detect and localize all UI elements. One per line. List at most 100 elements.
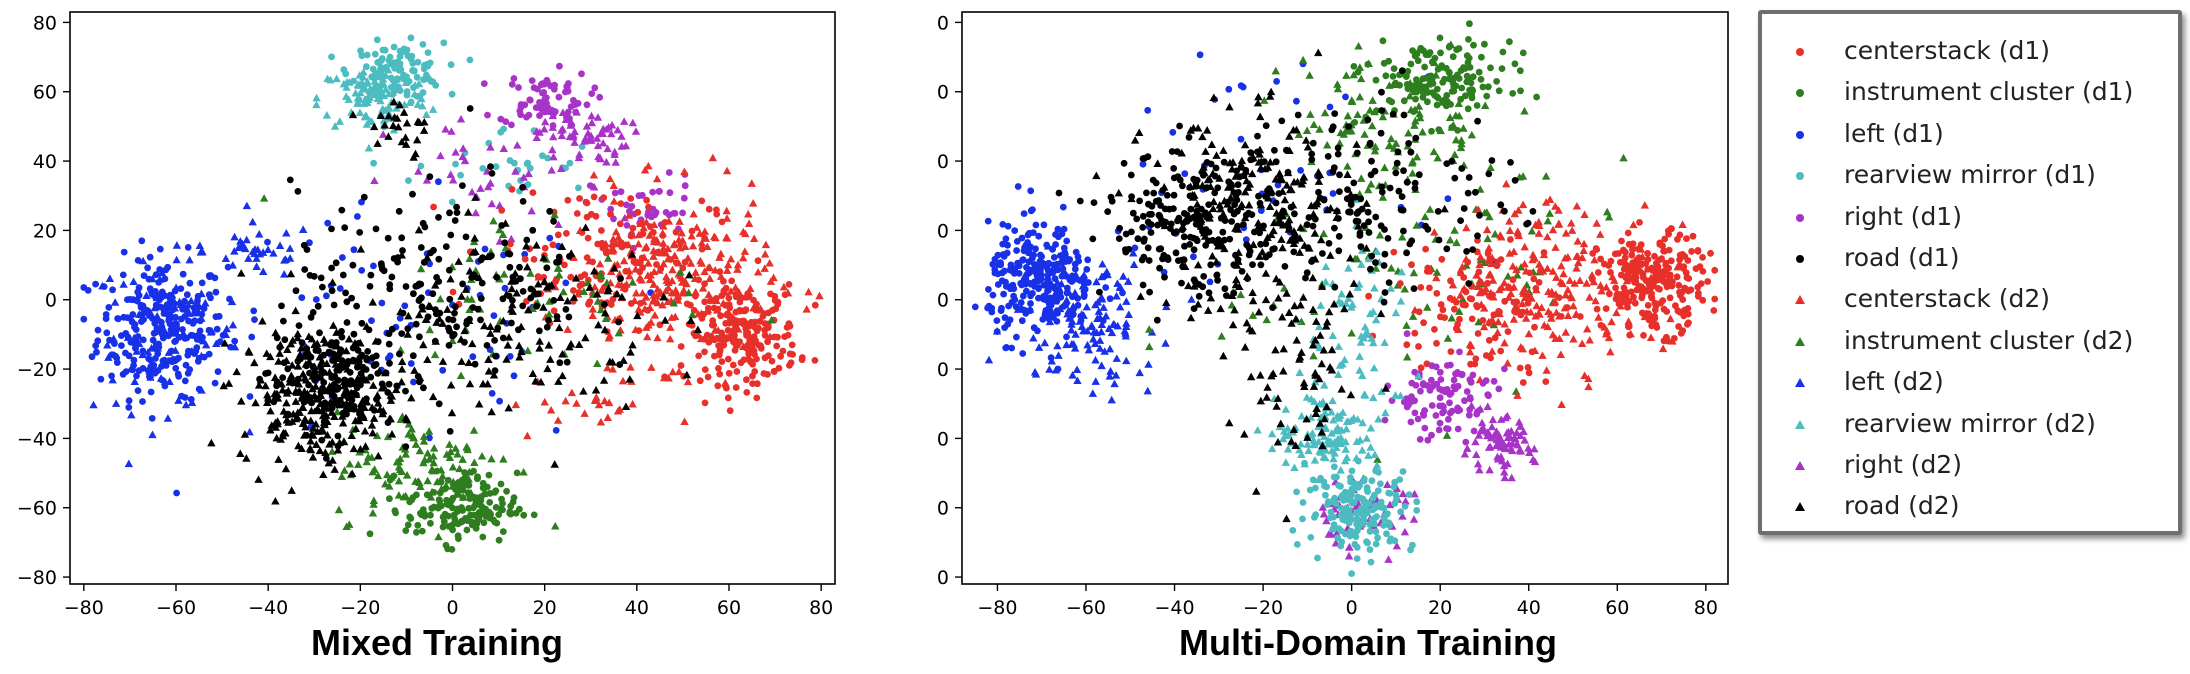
data-point-left-d2 [175,297,184,306]
data-point-rearview-mirror-d1 [419,89,427,96]
data-point-road-d2 [621,402,631,411]
data-point-instrument-cluster-d2 [1480,101,1490,109]
data-point-centerstack-d1 [1513,308,1520,316]
data-point-road-d1 [357,370,365,378]
data-point-rearview-mirror-d1 [424,49,432,56]
data-point-road-d1 [398,330,406,337]
data-point-instrument-cluster-d2 [1418,127,1427,136]
data-point-rearview-mirror-d2 [1303,440,1312,448]
data-point-road-d1 [1120,159,1128,167]
data-point-centerstack-d2 [804,287,813,296]
data-point-instrument-cluster-d2 [448,482,457,490]
data-point-rearview-mirror-d1 [1399,468,1407,475]
data-point-road-d2 [1278,243,1287,252]
data-point-instrument-cluster-d1 [1441,75,1448,83]
data-point-left-d1 [212,288,220,296]
data-point-road-d1 [344,358,352,365]
data-point-centerstack-d2 [653,333,662,342]
data-point-left-d2 [1143,386,1152,395]
data-point-centerstack-d1 [449,288,457,296]
data-point-left-d1 [1060,270,1068,277]
data-point-centerstack-d1 [1485,336,1493,344]
data-point-road-d2 [1208,251,1217,260]
data-point-road-d2 [557,242,567,251]
data-point-centerstack-d1 [645,203,652,211]
data-point-road-d1 [312,346,320,354]
data-point-centerstack-d2 [734,325,743,333]
data-point-road-d2 [446,274,455,283]
data-point-rearview-mirror-d2 [354,80,363,89]
data-point-left-d1 [191,317,199,325]
data-point-road-d2 [1202,126,1212,134]
data-point-centerstack-d1 [724,394,732,402]
data-point-left-d2 [1161,339,1170,347]
data-point-centerstack-d1 [1535,279,1543,286]
data-point-road-d1 [330,301,338,309]
data-point-left-d2 [1115,282,1125,291]
data-point-road-d2 [329,321,338,329]
data-point-road-d2 [220,339,230,347]
data-point-centerstack-d2 [726,254,736,263]
data-point-left-d1 [1030,324,1038,332]
data-point-instrument-cluster-d1 [1388,98,1396,106]
data-point-centerstack-d1 [1408,261,1415,269]
data-point-road-d1 [1145,200,1152,208]
data-point-centerstack-d2 [1580,210,1589,218]
data-point-instrument-cluster-d2 [473,514,482,522]
data-point-centerstack-d1 [786,350,794,358]
data-point-centerstack-d1 [1687,286,1695,294]
data-point-left-d1 [130,356,138,364]
data-point-rearview-mirror-d1 [1386,537,1394,545]
data-point-road-d2 [394,122,403,131]
data-point-instrument-cluster-d2 [1467,130,1477,139]
data-point-road-d2 [397,357,407,366]
data-point-centerstack-d2 [638,288,647,297]
data-point-left-d2 [196,248,206,256]
data-point-left-d1 [178,392,185,400]
data-point-road-d1 [1199,283,1207,291]
data-point-road-d1 [358,319,366,327]
data-point-road-d2 [528,289,538,298]
data-point-instrument-cluster-d2 [526,269,535,277]
data-point-instrument-cluster-d2 [1305,71,1314,79]
data-point-road-d2 [581,223,590,231]
data-point-road-d1 [555,258,563,266]
data-point-left-d2 [153,343,162,352]
data-point-instrument-cluster-d1 [1466,20,1473,28]
data-point-road-d1 [320,418,328,426]
data-point-left-d2 [1098,259,1107,268]
data-point-centerstack-d1 [617,200,625,208]
data-point-rearview-mirror-d2 [413,100,423,108]
data-point-road-d2 [626,348,635,356]
data-point-road-d2 [499,316,508,325]
data-point-road-d1 [1139,212,1147,220]
data-point-road-d1 [1161,205,1169,213]
data-point-centerstack-d2 [698,284,708,292]
data-point-centerstack-d1 [1711,266,1719,274]
data-point-instrument-cluster-d2 [465,467,474,476]
data-point-left-d1 [113,359,121,366]
data-point-road-d2 [1310,229,1320,237]
data-point-left-d2 [1068,371,1077,379]
data-point-road-d2 [501,219,510,227]
data-point-centerstack-d2 [650,311,660,319]
data-point-road-d1 [1163,192,1171,199]
data-point-road-d2 [361,442,370,450]
data-point-road-d1 [329,357,336,364]
data-point-left-d1 [133,297,141,305]
data-point-rearview-mirror-d2 [365,116,375,125]
data-point-centerstack-d2 [1462,223,1471,232]
data-point-centerstack-d2 [1556,350,1566,358]
data-point-rearview-mirror-d1 [1343,507,1350,515]
data-point-rearview-mirror-d2 [370,77,380,85]
data-point-road-d1 [292,287,300,295]
data-point-road-d1 [315,395,322,402]
data-point-right-d2 [1384,555,1393,563]
data-point-road-d1 [367,373,375,381]
data-point-centerstack-d2 [641,293,651,301]
data-point-centerstack-d2 [631,288,641,297]
data-point-left-d2 [1081,276,1090,285]
data-point-road-d1 [356,354,364,362]
data-point-left-d1 [1002,235,1010,243]
data-point-left-d1 [1066,256,1074,263]
